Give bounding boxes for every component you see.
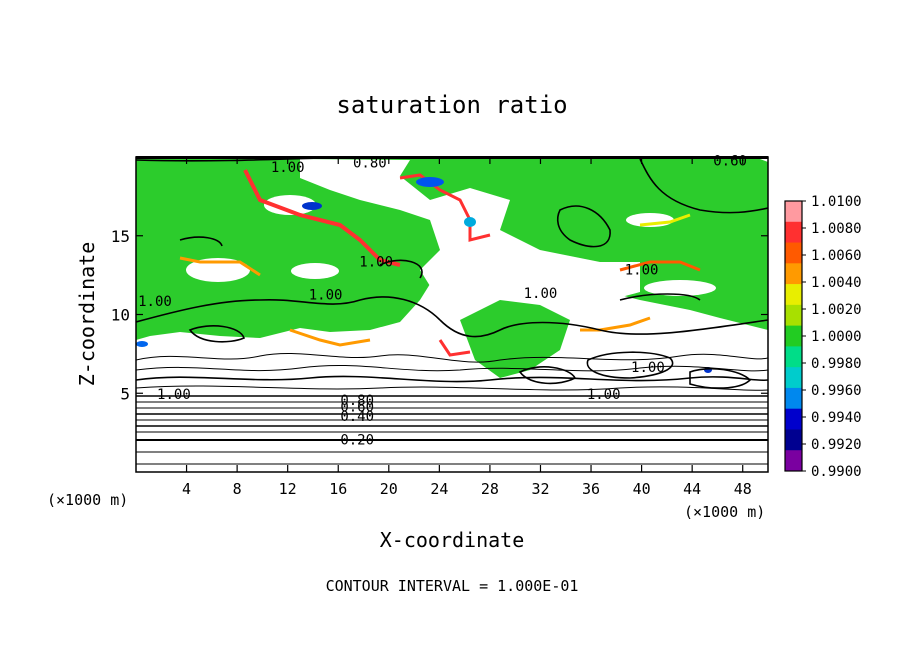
green-region-mid <box>460 300 570 378</box>
colorbar-label: 1.0100 <box>811 194 862 210</box>
colorbar-label: 0.9980 <box>811 356 862 372</box>
colorbar-swatch <box>785 263 802 285</box>
colorbar: 1.0100 1.0080 1.0060 1.0040 1.0020 1.0000 0.99… <box>784 194 862 480</box>
y-tick-label: 5 <box>120 384 130 403</box>
contour-label: 1.00 <box>587 387 621 403</box>
y-axis: 5 10 15 <box>111 227 768 403</box>
colorbar-swatch <box>785 367 802 389</box>
chart-title: saturation ratio <box>336 91 567 119</box>
white-pocket <box>264 195 316 215</box>
colorbar-swatch <box>785 450 802 472</box>
contour-label: 1.00 <box>309 288 343 304</box>
low-saturation-spot <box>302 202 322 210</box>
white-pocket <box>186 258 250 282</box>
contour-label: 1.00 <box>359 255 393 271</box>
contour-label: 0.20 <box>340 433 374 449</box>
contour-label: 0.60 <box>713 154 747 170</box>
low-saturation-spot <box>416 177 444 187</box>
lower-contour-bands <box>136 352 768 465</box>
high-saturation-edge <box>179 256 261 277</box>
y-tick-label: 15 <box>111 227 130 246</box>
contour-label: 1.00 <box>625 262 659 278</box>
x-tick-label: 8 <box>233 480 242 498</box>
contour-label: 1.00 <box>271 160 305 176</box>
high-saturation-edge <box>399 173 491 242</box>
colorbar-swatch <box>785 325 802 347</box>
x-tick-label: 12 <box>279 480 297 498</box>
high-saturation-edge <box>289 328 371 347</box>
y-axis-label: Z-coordinate <box>75 242 99 387</box>
colorbar-label: 1.0060 <box>811 248 862 264</box>
contour-label: 1.00 <box>524 286 558 302</box>
plot-field <box>136 157 768 472</box>
x-unit-left: (×1000 m) <box>47 491 128 509</box>
x-tick-label: 36 <box>582 480 600 498</box>
x-tick-label: 28 <box>481 480 499 498</box>
colorbar-label: 1.0000 <box>811 329 862 345</box>
colorbar-swatch <box>785 429 802 451</box>
contour-label: 0.80 <box>353 155 387 171</box>
colorbar-label: 0.9920 <box>811 437 862 453</box>
colorbar-label: 1.0020 <box>811 302 862 318</box>
colorbar-label: 1.0040 <box>811 275 862 291</box>
x-axis-label: X-coordinate <box>380 528 525 552</box>
x-tick-label: 40 <box>633 480 651 498</box>
contour-label: 0.40 <box>340 409 374 425</box>
contour-labels: 1.00 0.80 0.601.001.001.00 1.001.001.001.00… <box>138 154 747 449</box>
x-tick-label: 32 <box>531 480 549 498</box>
low-saturation-spot <box>136 341 148 347</box>
colorbar-swatch <box>785 387 802 410</box>
colorbar-swatch <box>785 346 802 368</box>
contour-label: 0.60 <box>340 399 374 415</box>
high-saturation-edge <box>438 339 471 357</box>
x-tick-label: 24 <box>430 480 448 498</box>
x-tick-label: 48 <box>734 480 752 498</box>
contour-label: 1.00 <box>631 360 665 376</box>
contour-label: 1.00 <box>157 387 191 403</box>
saturation-contours <box>136 157 768 389</box>
white-pocket <box>644 280 716 296</box>
y-tick-label: 10 <box>111 306 130 325</box>
high-saturation-edge <box>619 260 701 272</box>
high-saturation-edge <box>580 316 651 332</box>
x-axis: 4 8 12 16 20 24 28 32 36 40 44 48 <box>182 157 752 498</box>
colorbar-label: 0.9960 <box>811 383 862 399</box>
colorbar-swatch <box>785 242 802 264</box>
low-saturation-spot <box>464 217 476 227</box>
contour-label: 1.00 <box>138 294 172 310</box>
colorbar-swatch <box>785 304 802 327</box>
high-saturation-edge <box>639 213 691 227</box>
x-tick-label: 4 <box>182 480 191 498</box>
white-pocket <box>291 263 339 279</box>
colorbar-label: 0.9940 <box>811 410 862 426</box>
colorbar-swatch <box>785 221 802 244</box>
colorbar-label: 0.9900 <box>811 464 862 480</box>
x-tick-label: 44 <box>683 480 701 498</box>
colorbar-swatch <box>785 201 802 223</box>
contour-interval-note: CONTOUR INTERVAL = 1.000E-01 <box>326 577 579 595</box>
colorbar-label: 1.0080 <box>811 221 862 237</box>
colorbar-swatch <box>785 408 802 430</box>
high-saturation-edge <box>243 169 401 267</box>
x-unit-right: (×1000 m) <box>684 503 765 521</box>
colorbar-swatch <box>785 284 802 306</box>
contour-label: 0.80 <box>340 393 374 409</box>
x-tick-label: 20 <box>380 480 398 498</box>
x-tick-label: 16 <box>329 480 347 498</box>
